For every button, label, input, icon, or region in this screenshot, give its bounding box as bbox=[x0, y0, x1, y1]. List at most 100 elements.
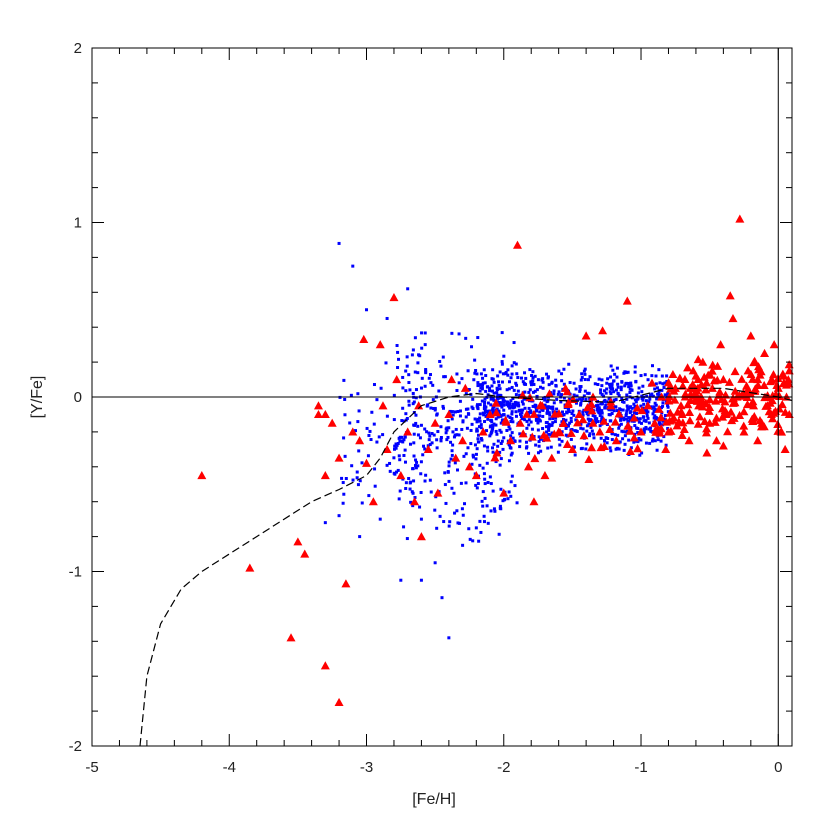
simulated-star-point bbox=[412, 479, 416, 483]
observed-star-point bbox=[695, 412, 705, 421]
simulated-star-point bbox=[646, 378, 650, 382]
simulated-star-point bbox=[665, 393, 669, 397]
observed-star-point bbox=[562, 439, 572, 448]
simulated-star-point bbox=[408, 487, 412, 491]
observed-star-point bbox=[313, 401, 323, 410]
simulated-star-point bbox=[482, 368, 486, 372]
simulated-star-point bbox=[625, 393, 629, 397]
simulated-star-point bbox=[658, 423, 662, 427]
simulated-star-point bbox=[652, 405, 656, 409]
simulated-star-point bbox=[439, 364, 443, 368]
simulated-star-point bbox=[403, 448, 407, 452]
simulated-star-point bbox=[480, 399, 484, 403]
simulated-star-point bbox=[416, 361, 420, 365]
simulated-star-point bbox=[536, 378, 540, 382]
observed-star-point bbox=[558, 418, 568, 427]
simulated-star-point bbox=[547, 426, 551, 430]
simulated-star-point bbox=[619, 416, 623, 420]
simulated-star-point bbox=[419, 460, 423, 464]
observed-star-point bbox=[686, 389, 696, 398]
simulated-star-point bbox=[519, 414, 523, 418]
simulated-star-point bbox=[584, 447, 588, 451]
simulated-star-point bbox=[502, 498, 506, 502]
simulated-star-point bbox=[585, 424, 589, 428]
simulated-star-point bbox=[546, 405, 550, 409]
simulated-star-point bbox=[420, 376, 424, 380]
simulated-star-point bbox=[666, 404, 670, 408]
simulated-star-point bbox=[428, 434, 432, 438]
simulated-star-point bbox=[411, 491, 415, 495]
y-axis-label: [Y/Fe] bbox=[29, 376, 46, 419]
simulated-star-point bbox=[657, 390, 661, 394]
simulated-star-point bbox=[480, 438, 484, 442]
simulated-star-point bbox=[543, 403, 547, 407]
simulated-star-point bbox=[447, 464, 451, 468]
simulated-star-point bbox=[495, 432, 499, 436]
simulated-star-point bbox=[596, 420, 600, 424]
observed-star-point bbox=[748, 397, 758, 406]
observed-star-point bbox=[320, 471, 330, 480]
simulated-star-point bbox=[588, 432, 592, 436]
simulated-star-point bbox=[435, 438, 439, 442]
observed-star-point bbox=[625, 426, 635, 435]
simulated-star-point bbox=[533, 389, 537, 393]
simulated-star-point bbox=[528, 368, 532, 372]
simulated-star-point bbox=[586, 417, 590, 421]
observed-star-point bbox=[688, 366, 698, 375]
observed-star-point bbox=[637, 406, 647, 415]
simulated-star-point bbox=[424, 369, 428, 373]
simulated-star-point bbox=[610, 384, 614, 388]
observed-star-point bbox=[460, 383, 470, 392]
simulated-star-point bbox=[501, 447, 505, 451]
simulated-star-point bbox=[655, 386, 659, 390]
simulated-star-point bbox=[596, 403, 600, 407]
simulated-star-point bbox=[635, 412, 639, 416]
simulated-star-point bbox=[424, 368, 428, 372]
simulated-star-point bbox=[582, 369, 586, 373]
simulated-star-point bbox=[495, 386, 499, 390]
observed-star-point bbox=[684, 436, 694, 445]
observed-star-point bbox=[654, 404, 664, 413]
simulated-star-point bbox=[567, 410, 571, 414]
simulated-star-point bbox=[496, 444, 500, 448]
simulated-star-point bbox=[419, 472, 423, 476]
simulated-star-point bbox=[545, 372, 549, 376]
x-tick-label: -2 bbox=[497, 759, 510, 776]
simulated-star-point bbox=[455, 433, 459, 437]
simulated-star-point bbox=[396, 350, 400, 354]
simulated-star-point bbox=[491, 489, 495, 493]
simulated-star-point bbox=[612, 398, 616, 402]
simulated-star-point bbox=[639, 421, 643, 425]
simulated-star-point bbox=[524, 382, 528, 386]
simulated-star-point bbox=[356, 483, 360, 487]
simulated-star-point bbox=[484, 414, 488, 418]
simulated-star-point bbox=[497, 409, 501, 413]
simulated-star-point bbox=[420, 346, 424, 350]
simulated-star-point bbox=[546, 409, 550, 413]
simulated-star-point bbox=[344, 477, 348, 481]
simulated-star-point bbox=[556, 392, 560, 396]
simulated-star-point bbox=[471, 455, 475, 459]
simulated-star-point bbox=[464, 392, 468, 396]
simulated-star-point bbox=[466, 446, 470, 450]
simulated-star-point bbox=[499, 414, 503, 418]
observed-star-point bbox=[674, 417, 684, 426]
simulated-star-point bbox=[402, 525, 406, 529]
simulated-star-point bbox=[475, 429, 479, 433]
simulated-star-point bbox=[414, 396, 418, 400]
simulated-star-point bbox=[413, 370, 417, 374]
simulated-star-point bbox=[405, 364, 409, 368]
observed-star-point bbox=[334, 453, 344, 462]
simulated-star-point bbox=[524, 397, 528, 401]
simulated-star-point bbox=[531, 390, 535, 394]
simulated-star-point bbox=[385, 316, 389, 320]
simulated-star-point bbox=[495, 397, 499, 401]
simulated-star-point bbox=[538, 419, 542, 423]
simulated-star-point bbox=[623, 434, 627, 438]
simulated-star-point bbox=[638, 417, 642, 421]
simulated-star-point bbox=[657, 421, 661, 425]
simulated-star-point bbox=[510, 364, 514, 368]
simulated-star-point bbox=[337, 514, 341, 518]
simulated-star-point bbox=[610, 412, 614, 416]
simulated-star-point bbox=[619, 388, 623, 392]
